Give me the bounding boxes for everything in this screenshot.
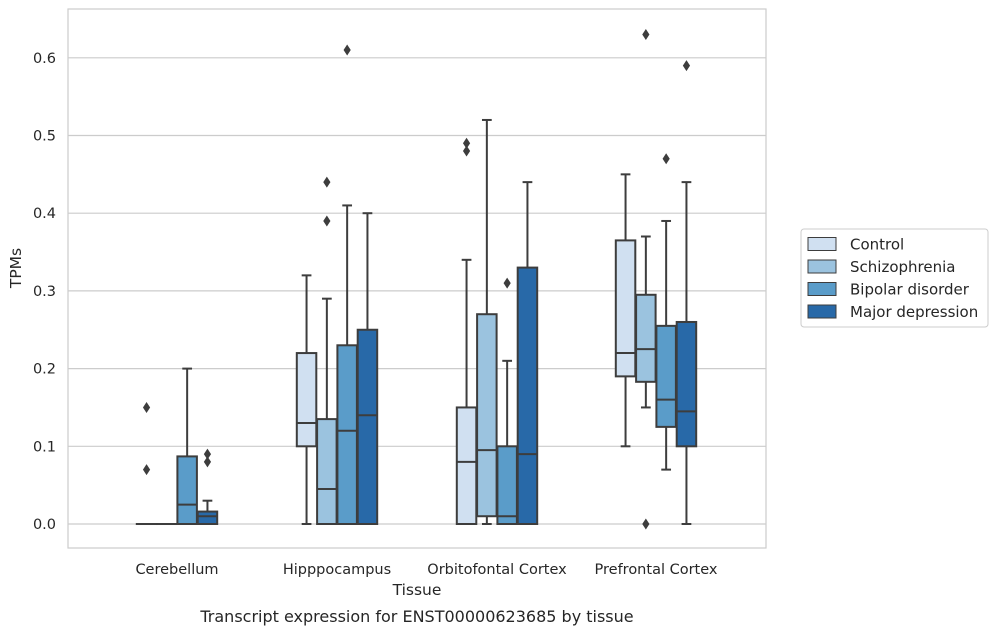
box-2-2 [496,277,518,525]
legend: Control Schizophrenia Bipolar disorder Majo… [800,228,989,328]
x-tick-label: Hipppocampus [283,562,391,578]
legend-swatch-0 [807,237,837,251]
legend-label-2: Bipolar disorder [850,281,970,299]
outlier-point [142,464,151,476]
box-0-0 [135,401,158,526]
box-body [614,239,637,378]
box-body [455,406,478,526]
legend-label-1: Schizophrenia [850,258,955,276]
box-1-3 [356,212,379,525]
box-body [295,352,318,448]
y-tick-label: 0.6 [33,51,56,67]
y-tick-label: 0.3 [33,284,56,300]
box-1-0 [295,274,318,525]
figure-caption: Transcript expression for ENST0000062368… [199,607,633,626]
outlier-point [662,153,670,165]
box-body [496,445,518,525]
boxes [135,28,698,530]
outlier-point [343,44,351,56]
legend-swatch-1 [807,259,837,274]
box-2-3 [516,181,539,525]
box-2-1 [476,118,498,525]
box-1-1 [316,176,338,526]
legend-frame [800,228,989,328]
outlier-point [203,456,212,468]
outlier-point [203,448,212,460]
outlier-point [462,145,471,157]
outlier-point [642,28,650,40]
outlier-point [323,176,331,188]
box-body [356,328,379,525]
legend-label-3: Major depression [850,303,978,321]
y-tick-label: 0.5 [33,129,56,145]
box-2-0 [455,137,478,526]
y-tick-label: 0.4 [33,206,56,222]
x-tick-label: Orbitofontal Cortex [427,562,567,578]
outlier-point [323,215,331,227]
box-body [476,313,498,518]
x-axis-label: Tissue [392,581,442,599]
box-body [516,266,539,525]
gridlines [68,57,766,525]
box-1-2 [336,44,358,526]
box-body [655,324,677,428]
box-3-2 [655,153,677,471]
box-body [336,344,358,526]
y-tick-label: 0.0 [33,517,56,533]
outlier-point [462,137,471,149]
outlier-point [642,518,650,530]
box-0-3 [196,448,219,525]
box-0-2 [176,367,198,525]
y-axis-label: TPMs [7,248,25,289]
box-3-1 [635,28,657,530]
box-body [675,320,698,448]
box-body [196,510,219,525]
y-tick-label: 0.1 [33,439,56,455]
outlier-point [142,401,151,413]
box-3-0 [614,173,637,448]
legend-label-0: Control [850,236,904,254]
box-body [176,455,198,525]
outlier-point [503,277,511,289]
outlier-point [682,60,691,72]
y-tick-label: 0.2 [33,362,56,378]
x-axis-ticks: Cerebellum Hipppocampus Orbitofontal Corte… [135,562,717,578]
box-3-3 [675,60,698,525]
plot-area-frame [67,8,767,549]
x-tick-label: Cerebellum [135,562,218,578]
legend-swatch-2 [807,282,837,296]
legend-swatch-3 [807,304,837,319]
y-axis-ticks: 0.0 0.1 0.2 0.3 0.4 0.5 0.6 [33,51,56,533]
box-body [316,418,338,526]
x-tick-label: Prefrontal Cortex [595,562,718,578]
box-body [635,293,657,383]
